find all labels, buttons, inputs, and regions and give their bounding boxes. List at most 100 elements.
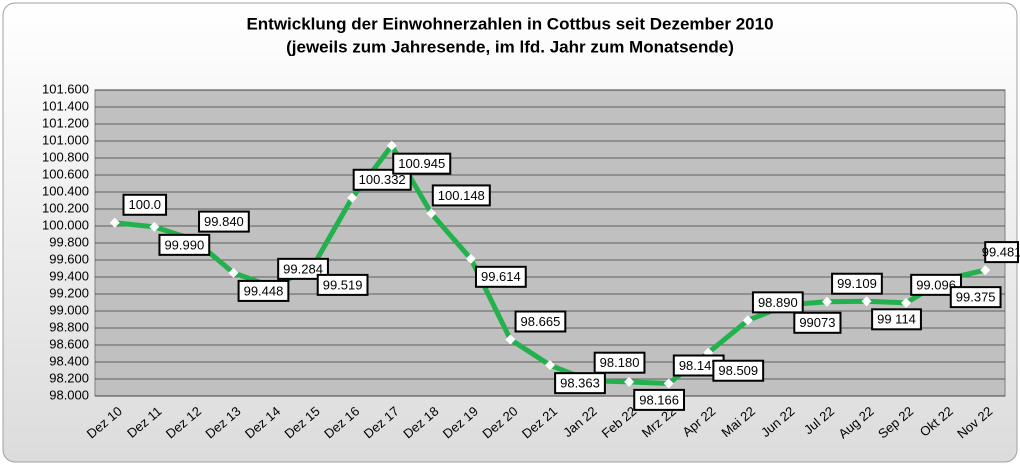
data-label-box bbox=[198, 210, 250, 233]
y-tick-label: 99.800 bbox=[49, 234, 89, 249]
data-point bbox=[901, 297, 912, 308]
y-tick-label: 98.200 bbox=[49, 370, 89, 385]
y-tick-label: 101.000 bbox=[42, 132, 89, 147]
data-label: 99 114 bbox=[871, 308, 922, 331]
data-label-text: 98.180 bbox=[600, 355, 640, 370]
data-point bbox=[663, 378, 674, 389]
data-label-text: 98.665 bbox=[521, 314, 561, 329]
data-label-text: 99 114 bbox=[877, 312, 916, 327]
data-label-box bbox=[277, 257, 329, 280]
data-point bbox=[228, 267, 239, 278]
y-tick-label: 99.400 bbox=[49, 268, 89, 283]
data-label-box bbox=[514, 310, 567, 333]
data-label-box bbox=[474, 265, 527, 288]
data-label-text: 99.284 bbox=[283, 261, 323, 276]
data-label: 98.166 bbox=[633, 388, 686, 411]
data-label: 100.332 bbox=[352, 168, 412, 191]
data-label-box bbox=[793, 311, 842, 334]
data-label: 99.990 bbox=[158, 233, 211, 256]
data-point bbox=[821, 296, 832, 307]
data-point bbox=[545, 360, 555, 371]
data-label-box bbox=[237, 279, 290, 302]
data-label-text: 99.109 bbox=[837, 276, 877, 291]
data-label: 99.519 bbox=[316, 273, 369, 296]
y-tick-label: 99.600 bbox=[49, 251, 89, 266]
data-label-text: 98.890 bbox=[758, 295, 798, 310]
data-label-box bbox=[831, 272, 883, 295]
data-label-box bbox=[751, 291, 804, 314]
data-label-box bbox=[910, 273, 962, 296]
data-label: 98.665 bbox=[514, 310, 567, 333]
data-point bbox=[861, 296, 872, 307]
data-label-text: 99.481 bbox=[982, 245, 1020, 260]
data-point bbox=[109, 217, 120, 228]
data-label-text: 98.363 bbox=[560, 376, 600, 391]
data-label-box bbox=[949, 286, 1002, 309]
data-label: 99.481 bbox=[982, 241, 1020, 264]
data-label: 99.096 bbox=[910, 273, 962, 296]
data-label-box bbox=[122, 193, 168, 216]
y-tick-label: 101.200 bbox=[42, 115, 89, 130]
data-label-box bbox=[871, 308, 922, 331]
data-label: 99.109 bbox=[831, 272, 883, 295]
data-label-box bbox=[158, 233, 211, 256]
data-point bbox=[149, 221, 160, 232]
chart-subtitle: (jeweils zum Jahresende, im lfd. Jahr zu… bbox=[286, 37, 734, 56]
data-label: 98.180 bbox=[593, 351, 646, 374]
data-label: 99.614 bbox=[474, 265, 527, 288]
y-tick-label: 100.400 bbox=[42, 183, 89, 198]
y-tick-label: 98.600 bbox=[49, 336, 89, 351]
data-label-box bbox=[984, 241, 1020, 264]
data-label: 99.448 bbox=[237, 279, 290, 302]
data-point bbox=[347, 192, 358, 203]
data-label-text: 99.096 bbox=[916, 277, 956, 292]
chart-title: Entwicklung der Einwohnerzahlen in Cottb… bbox=[246, 14, 773, 33]
data-label-text: 98.166 bbox=[639, 392, 679, 407]
data-label-text: 99.375 bbox=[956, 290, 996, 305]
y-tick-label: 99.200 bbox=[49, 285, 89, 300]
y-tick-label: 99.000 bbox=[49, 302, 89, 317]
data-label-box bbox=[593, 351, 646, 374]
data-label-text: 99.614 bbox=[481, 269, 521, 284]
y-tick-label: 100.000 bbox=[42, 217, 89, 232]
y-tick-label: 100.200 bbox=[42, 200, 89, 215]
data-label-text: 100.332 bbox=[359, 172, 406, 187]
data-label: 98.363 bbox=[554, 372, 606, 395]
data-label: 99073 bbox=[793, 311, 842, 334]
data-label: 100.945 bbox=[392, 152, 452, 175]
y-tick-label: 98.400 bbox=[49, 353, 89, 368]
data-point bbox=[426, 208, 437, 219]
data-point bbox=[386, 140, 397, 151]
data-point bbox=[980, 265, 991, 276]
y-tick-label: 100.600 bbox=[42, 166, 89, 181]
data-label-box bbox=[712, 359, 765, 382]
y-tick-label: 101.600 bbox=[42, 81, 89, 96]
data-label-text: 100.945 bbox=[398, 156, 445, 171]
data-label: 99.375 bbox=[949, 286, 1002, 309]
data-point bbox=[465, 253, 476, 264]
data-label-text: 100.0 bbox=[129, 197, 162, 212]
data-label-text: 99.448 bbox=[244, 283, 284, 298]
data-label-box bbox=[316, 273, 369, 296]
data-label: 98.509 bbox=[712, 359, 765, 382]
data-label-text: 98.147 bbox=[679, 358, 719, 373]
data-label-text: 98.509 bbox=[718, 363, 758, 378]
data-label-text: 99073 bbox=[799, 315, 835, 330]
y-tick-label: 101.400 bbox=[42, 98, 89, 113]
data-label: 100.148 bbox=[431, 184, 491, 207]
data-point bbox=[505, 334, 516, 345]
data-label: 98.890 bbox=[751, 291, 804, 314]
y-tick-label: 98.800 bbox=[49, 319, 89, 334]
data-label-text: 99.519 bbox=[323, 277, 363, 292]
data-point bbox=[742, 315, 753, 326]
data-label: 99.840 bbox=[198, 210, 250, 233]
data-label-box bbox=[554, 372, 606, 395]
data-label-text: 99.990 bbox=[164, 237, 204, 252]
data-label-box bbox=[633, 388, 686, 411]
data-label-box bbox=[431, 184, 491, 207]
data-label-box bbox=[352, 168, 412, 191]
y-tick-label: 100.800 bbox=[42, 149, 89, 164]
data-label: 99.284 bbox=[277, 257, 329, 280]
data-point bbox=[624, 376, 635, 387]
